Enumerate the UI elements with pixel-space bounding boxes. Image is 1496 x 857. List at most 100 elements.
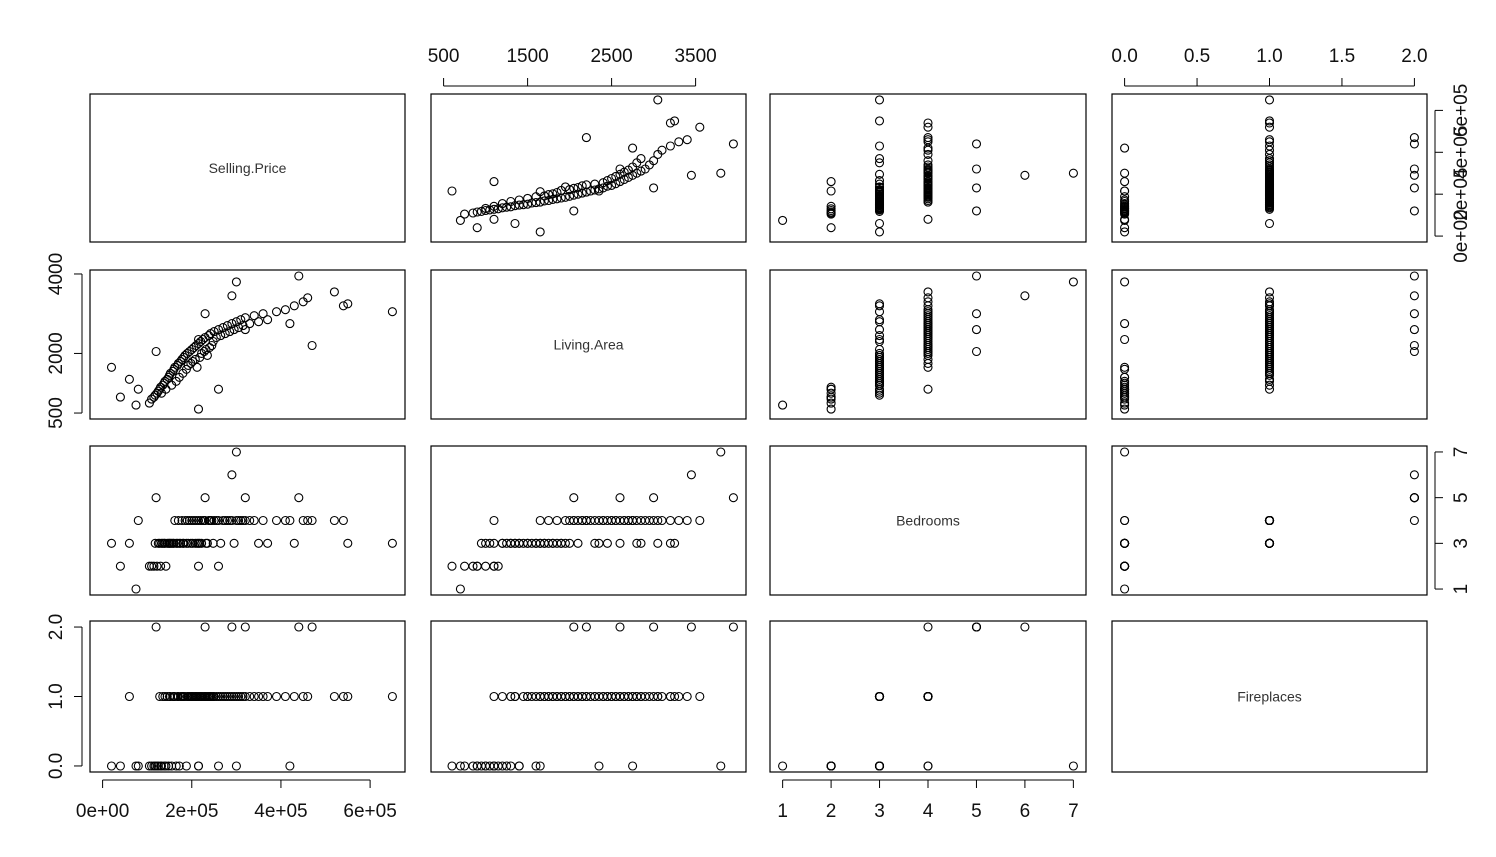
data-point xyxy=(147,561,157,571)
data-point xyxy=(1120,177,1130,187)
data-point xyxy=(227,691,237,702)
data-point xyxy=(531,198,541,208)
data-point xyxy=(213,515,224,526)
data-point xyxy=(594,186,604,196)
data-point xyxy=(209,515,219,526)
data-point xyxy=(569,183,579,193)
data-point xyxy=(523,691,533,702)
data-point xyxy=(535,227,545,237)
data-point xyxy=(182,515,192,526)
tick-label: 500 xyxy=(46,397,67,429)
data-point xyxy=(181,761,191,771)
data-point xyxy=(874,350,885,360)
data-point xyxy=(1264,95,1275,105)
data-point xyxy=(716,447,726,457)
tick-label: 7 xyxy=(1451,447,1472,458)
data-point xyxy=(1264,218,1275,229)
data-point xyxy=(826,761,836,771)
data-point xyxy=(665,118,675,128)
data-point xyxy=(493,561,503,571)
data-point xyxy=(923,156,933,166)
data-point xyxy=(225,327,235,337)
data-point xyxy=(229,691,239,702)
panel-frame xyxy=(430,269,747,420)
data-point xyxy=(670,116,680,126)
data-point xyxy=(607,173,617,184)
panel-living-area-vs-fireplaces xyxy=(1111,269,1428,420)
data-point xyxy=(156,561,166,571)
data-point xyxy=(1264,307,1275,317)
data-point xyxy=(1120,362,1130,372)
tick-label: 2500 xyxy=(590,46,632,67)
data-point xyxy=(1120,400,1130,410)
data-point xyxy=(213,761,224,771)
data-point xyxy=(263,538,273,548)
data-point xyxy=(1409,340,1419,351)
data-point xyxy=(173,515,183,526)
data-point xyxy=(602,538,612,548)
data-point xyxy=(581,515,591,526)
tick-label: 6 xyxy=(1020,801,1031,822)
data-point xyxy=(151,493,161,503)
data-point xyxy=(1409,164,1419,174)
data-point xyxy=(200,622,210,632)
panel-frame xyxy=(89,269,406,420)
panel-living-area-vs-selling-price xyxy=(89,269,406,420)
data-point xyxy=(544,515,554,526)
data-point xyxy=(472,761,482,771)
data-point xyxy=(460,561,470,571)
left-axis-living-area: 500 2000 4000 xyxy=(46,253,83,429)
data-point xyxy=(653,691,663,702)
data-point xyxy=(628,515,638,526)
data-point xyxy=(615,164,625,174)
data-point xyxy=(280,305,290,315)
data-point xyxy=(539,196,549,206)
data-point xyxy=(263,691,273,702)
data-point xyxy=(238,515,248,526)
panel-frame xyxy=(769,269,1087,420)
data-point xyxy=(665,515,675,526)
data-point xyxy=(225,691,235,702)
data-point xyxy=(249,515,259,526)
data-point xyxy=(607,515,617,526)
data-point xyxy=(447,561,457,571)
data-point xyxy=(294,622,304,632)
data-point xyxy=(231,761,241,771)
data-point xyxy=(271,515,282,526)
data-point xyxy=(115,561,125,571)
data-point xyxy=(225,515,235,526)
panel-selling-price-vs-bedrooms xyxy=(769,93,1087,243)
data-point xyxy=(1068,761,1078,771)
data-point xyxy=(489,761,499,771)
data-point xyxy=(923,340,933,351)
data-point xyxy=(923,346,933,357)
data-point xyxy=(227,319,237,329)
data-point xyxy=(778,215,788,225)
data-point xyxy=(124,691,134,702)
panel-selling-price-vs-fireplaces xyxy=(1111,93,1428,243)
data-point xyxy=(271,307,282,317)
variable-label-fireplaces: Fireplaces xyxy=(1237,689,1302,705)
tick-label: 6e+05 xyxy=(343,801,396,822)
data-point xyxy=(258,691,268,702)
data-point xyxy=(971,164,982,174)
data-point xyxy=(285,515,295,526)
panel-selling-price-vs-living-area xyxy=(430,93,747,243)
data-point xyxy=(971,271,982,281)
tick-label: 4 xyxy=(923,801,934,822)
data-point xyxy=(1409,206,1419,216)
data-point xyxy=(649,156,659,166)
data-point xyxy=(1120,334,1130,345)
data-point xyxy=(594,761,604,771)
tick-label: 4e+05 xyxy=(1451,126,1472,179)
data-point xyxy=(874,116,885,126)
data-point xyxy=(455,215,465,225)
data-point xyxy=(1409,309,1419,319)
tick-label: 3 xyxy=(1451,538,1472,549)
data-point xyxy=(240,493,250,503)
data-point xyxy=(552,515,562,526)
panel-bedrooms-vs-living-area xyxy=(430,445,747,596)
data-point xyxy=(343,691,353,702)
tick-label: 2.0 xyxy=(46,614,67,640)
